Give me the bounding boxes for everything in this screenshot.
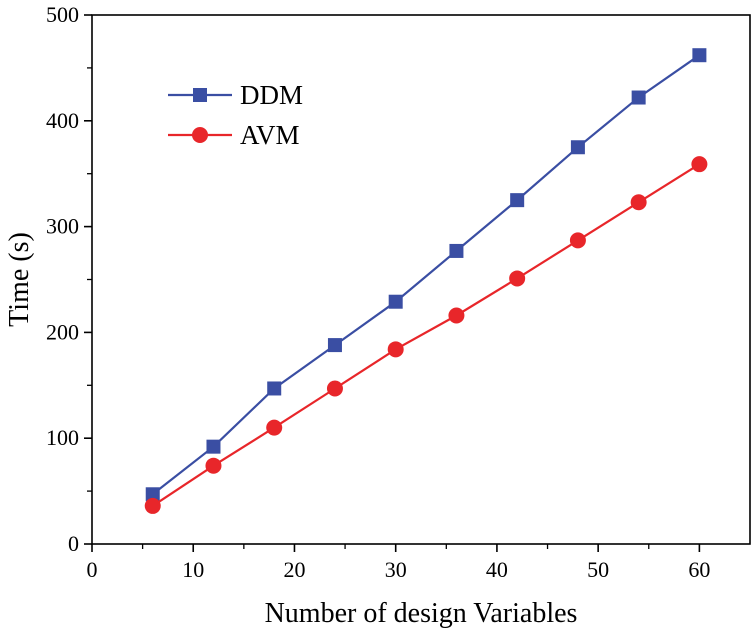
ddm-point	[449, 243, 464, 258]
ddm-point	[145, 487, 160, 502]
series-avm	[144, 156, 708, 514]
ddm-point	[267, 381, 282, 396]
y-tick-label: 200	[46, 319, 79, 344]
legend-item-ddm: DDM	[168, 80, 303, 110]
ddm-point	[631, 90, 646, 105]
x-tick-label: 60	[688, 557, 710, 582]
x-tick-label: 50	[587, 557, 609, 582]
x-axis-ticks: 0 10 20 30 40 50 60	[87, 544, 710, 582]
plot-frame	[91, 14, 751, 545]
x-tick-label: 10	[182, 557, 204, 582]
series-layer	[144, 48, 708, 514]
x-tick-label: 40	[486, 557, 508, 582]
ddm-line	[152, 54, 701, 496]
avm-point	[630, 194, 647, 211]
ddm-point	[692, 48, 707, 63]
y-tick-label: 0	[68, 531, 79, 556]
avm-point	[387, 341, 404, 358]
avm-point	[448, 307, 465, 324]
y-axis-title: Time (s)	[4, 232, 35, 327]
legend-item-avm: AVM	[168, 120, 300, 150]
x-axis-title: Number of design Variables	[265, 598, 578, 629]
y-tick-label: 300	[46, 214, 79, 239]
avm-point	[569, 232, 586, 249]
y-axis-ticks: 0 100 200 300 400 500	[46, 2, 92, 556]
ddm-point	[388, 294, 403, 309]
avm-point	[691, 156, 708, 173]
legend-label: AVM	[240, 120, 300, 150]
ddm-point	[327, 338, 342, 353]
avm-point	[509, 270, 526, 287]
avm-line	[152, 163, 700, 507]
series-ddm	[145, 48, 707, 502]
avm-point	[192, 127, 208, 143]
ddm-point	[510, 193, 525, 208]
avm-point	[205, 457, 222, 474]
ddm-point	[206, 439, 221, 454]
y-tick-label: 500	[46, 2, 79, 27]
legend-label: DDM	[240, 80, 303, 110]
x-tick-label: 0	[87, 557, 98, 582]
x-tick-label: 20	[283, 557, 305, 582]
y-tick-label: 100	[46, 425, 79, 450]
avm-point	[266, 419, 283, 436]
ddm-point	[570, 140, 585, 155]
x-tick-label: 30	[385, 557, 407, 582]
ddm-point	[193, 88, 207, 102]
legend: DDM AVM	[168, 80, 303, 150]
avm-point	[144, 497, 161, 514]
y-tick-label: 400	[46, 108, 79, 133]
avm-point	[326, 380, 343, 397]
